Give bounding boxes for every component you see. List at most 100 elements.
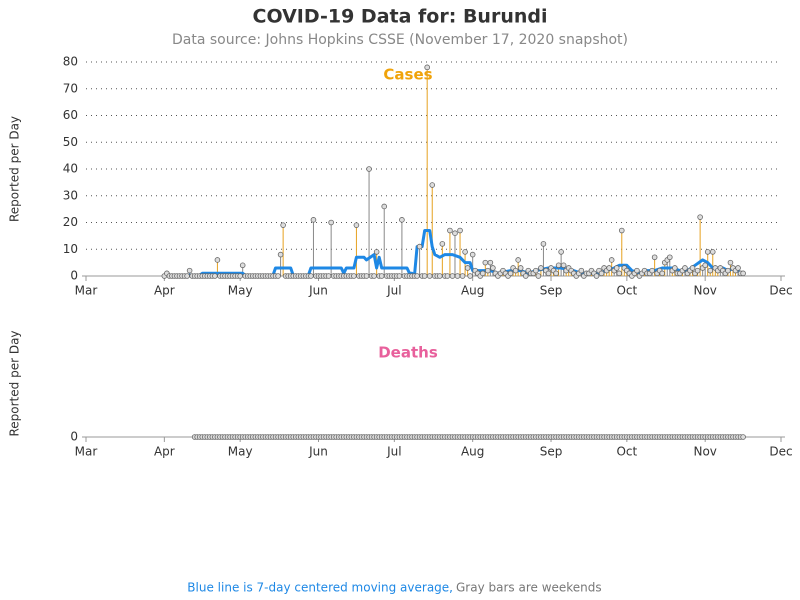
- y-tick-label: 20: [63, 215, 78, 229]
- data-point: [608, 257, 615, 263]
- y-tick-label: 0: [70, 269, 78, 283]
- data-point: [277, 251, 284, 258]
- data-point: [593, 273, 600, 279]
- data-point: [707, 267, 714, 274]
- data-point: [214, 257, 221, 263]
- x-tick-label: Jul: [386, 284, 401, 298]
- data-point: [439, 241, 446, 247]
- x-tick-label: Jun: [308, 445, 328, 459]
- data-point: [540, 241, 547, 247]
- x-tick-label: Oct: [616, 445, 637, 459]
- data-point: [328, 219, 334, 226]
- data-point: [426, 273, 433, 279]
- data-point: [237, 273, 243, 279]
- data-point: [416, 243, 423, 250]
- data-point: [469, 251, 476, 258]
- data-point: [606, 265, 612, 271]
- x-tick-label: May: [228, 284, 253, 298]
- data-point: [697, 214, 703, 220]
- data-point: [421, 273, 428, 279]
- data-point: [447, 227, 453, 234]
- data-point: [396, 273, 403, 279]
- data-point: [212, 273, 218, 279]
- data-point: [735, 265, 741, 271]
- data-point: [381, 203, 388, 210]
- y-tick-label: 40: [63, 162, 78, 176]
- data-point: [437, 273, 443, 279]
- data-point: [682, 265, 688, 271]
- footnote-weekends: Gray bars are weekends: [456, 581, 602, 595]
- data-point: [325, 273, 332, 279]
- x-tick-label: Sep: [540, 445, 563, 459]
- data-point: [555, 262, 562, 269]
- data-point: [740, 434, 746, 440]
- data-point: [651, 254, 658, 261]
- data-point: [424, 64, 430, 71]
- data-point: [507, 270, 514, 277]
- x-tick-label: Jun: [308, 284, 328, 298]
- data-point: [702, 262, 708, 269]
- data-point: [462, 249, 468, 255]
- data-point: [727, 259, 734, 266]
- data-point: [709, 249, 716, 255]
- y-tick-label: 70: [63, 81, 78, 95]
- x-tick-label: Jul: [386, 445, 401, 459]
- data-point: [363, 273, 370, 279]
- data-point: [616, 270, 623, 277]
- x-tick-label: Nov: [693, 284, 716, 298]
- data-point: [694, 267, 701, 274]
- y-axis-label: Reported per Day: [8, 330, 22, 436]
- footnote-average: Blue line is 7-day centered moving avera…: [187, 581, 453, 595]
- data-point: [429, 182, 436, 188]
- y-tick-label: 0: [70, 430, 78, 444]
- data-point: [512, 267, 519, 274]
- data-point: [659, 270, 666, 277]
- data-point: [280, 222, 286, 228]
- x-tick-label: May: [228, 445, 253, 459]
- data-point: [482, 259, 489, 266]
- x-tick-label: Sep: [540, 284, 563, 298]
- data-point: [371, 273, 377, 279]
- data-point: [485, 267, 491, 274]
- data-point: [538, 265, 544, 271]
- data-point: [457, 227, 463, 234]
- data-point: [366, 166, 372, 172]
- data-point: [740, 270, 746, 277]
- data-point: [467, 273, 473, 279]
- data-point: [452, 230, 458, 237]
- x-tick-label: Apr: [154, 445, 175, 459]
- data-point: [444, 273, 451, 279]
- data-point: [578, 267, 585, 274]
- data-point: [522, 273, 529, 279]
- data-point: [666, 254, 673, 261]
- data-point: [704, 249, 711, 255]
- x-tick-label: Mar: [75, 284, 98, 298]
- x-tick-label: Apr: [154, 284, 175, 298]
- data-point: [545, 270, 552, 277]
- data-point: [479, 270, 486, 277]
- data-point: [515, 257, 521, 263]
- data-point: [553, 270, 559, 277]
- x-tick-label: Nov: [693, 445, 716, 459]
- x-tick-label: Aug: [461, 445, 484, 459]
- data-point: [689, 265, 696, 271]
- data-point: [308, 273, 314, 279]
- data-point: [378, 273, 385, 279]
- panel-title: Deaths: [378, 344, 438, 362]
- data-point: [725, 267, 731, 274]
- x-tick-label: Mar: [75, 445, 98, 459]
- chart-subtitle: Data source: Johns Hopkins CSSE (Novembe…: [172, 32, 628, 48]
- data-point: [490, 265, 496, 271]
- data-point: [560, 262, 567, 269]
- chart-title: COVID-19 Data for: Burundi: [253, 6, 548, 28]
- data-point: [535, 273, 542, 279]
- data-point: [517, 265, 524, 271]
- y-tick-label: 80: [63, 55, 78, 69]
- data-point: [598, 270, 605, 277]
- data-point: [613, 265, 620, 271]
- x-tick-label: Dec: [769, 445, 792, 459]
- data-point: [454, 273, 461, 279]
- data-point: [351, 273, 357, 279]
- data-point: [373, 249, 380, 255]
